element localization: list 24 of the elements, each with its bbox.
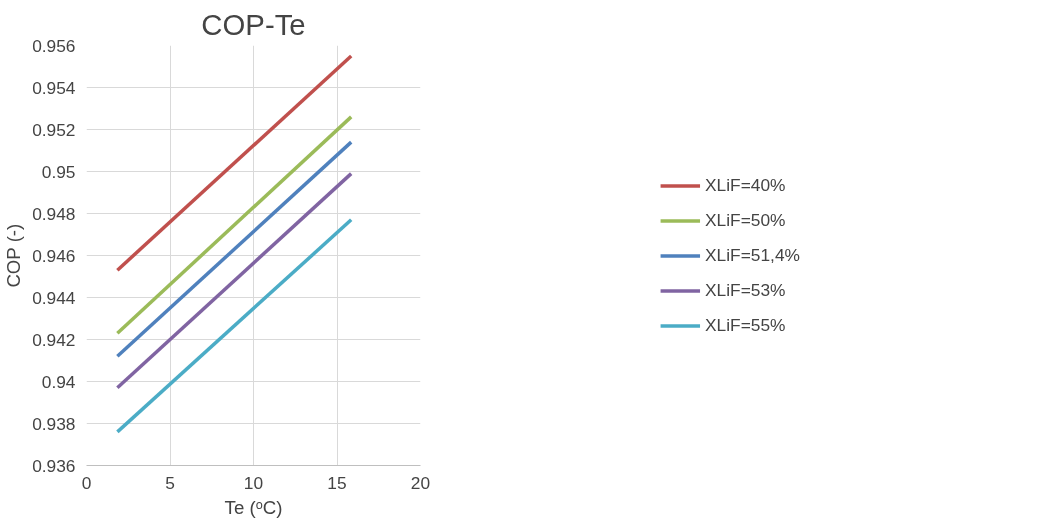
- y-tick-label: 0.946: [32, 245, 76, 266]
- x-tick-label: 20: [410, 472, 431, 493]
- y-tick-label: 0.95: [41, 161, 76, 182]
- y-tick-label: 0.954: [32, 77, 76, 98]
- chart-title: COP-Te: [201, 7, 306, 41]
- y-tick-label: 0.936: [32, 455, 76, 476]
- x-axis-title: Te (ᵒC): [224, 496, 283, 518]
- y-tick-label: 0.944: [32, 287, 76, 308]
- y-axis-title: COP (-): [3, 223, 25, 288]
- x-tick-label: 15: [327, 472, 347, 493]
- y-tick-label: 0.948: [32, 203, 76, 224]
- y-tick-label: 0.952: [32, 119, 76, 140]
- legend-label: XLiF=50%: [705, 209, 786, 231]
- x-tick-label: 0: [81, 472, 92, 493]
- y-tick-label: 0.956: [32, 35, 76, 56]
- legend-label: XLiF=40%: [705, 174, 786, 196]
- y-tick-label: 0.938: [32, 413, 76, 434]
- legend-label: XLiF=55%: [705, 314, 786, 336]
- y-tick-label: 0.94: [41, 371, 76, 392]
- legend-label: XLiF=53%: [705, 279, 786, 301]
- y-tick-label: 0.942: [32, 329, 76, 350]
- x-tick-label: 5: [165, 472, 175, 493]
- x-tick-label: 10: [243, 472, 264, 493]
- legend-label: XLiF=51,4%: [705, 244, 800, 266]
